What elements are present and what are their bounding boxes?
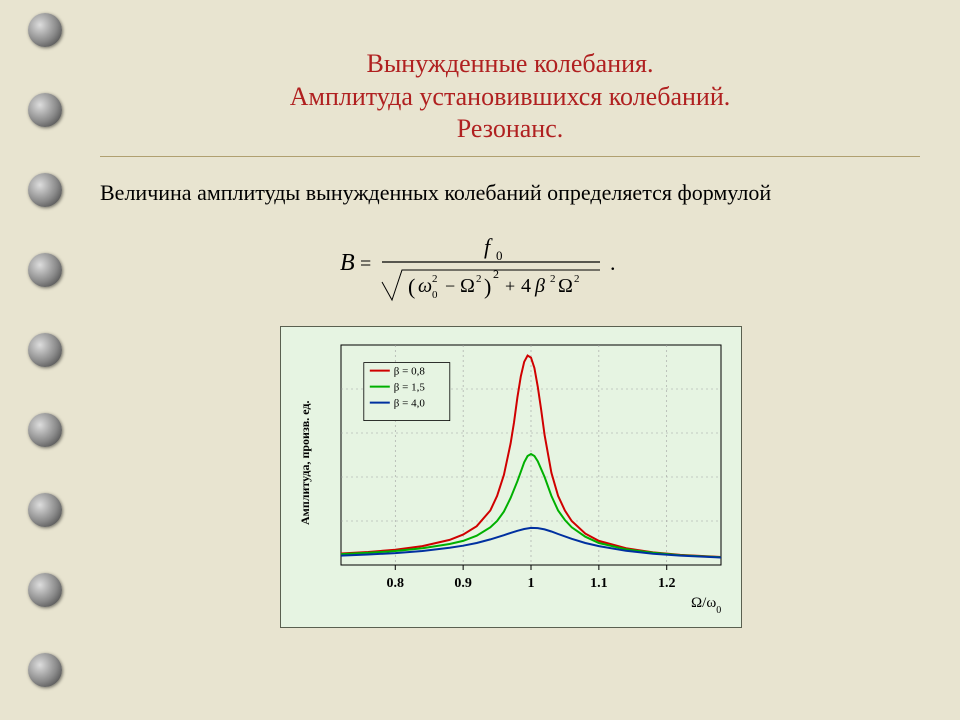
binder-ring — [28, 653, 62, 687]
legend-label: β = 1,5 — [394, 382, 426, 394]
divider — [100, 156, 920, 157]
formula-numerator: f — [484, 234, 493, 259]
formula-Omega1-sup: 2 — [476, 273, 482, 285]
x-tick-label: 1.2 — [658, 576, 676, 591]
ring-binder — [20, 0, 70, 720]
formula-minus: − — [445, 276, 455, 296]
formula-Omega1: Ω — [460, 275, 475, 297]
formula-beta-sup: 2 — [550, 273, 556, 285]
binder-ring — [28, 413, 62, 447]
binder-ring — [28, 173, 62, 207]
binder-ring — [28, 13, 62, 47]
binder-ring — [28, 573, 62, 607]
formula-omega: ω — [418, 275, 432, 297]
binder-ring — [28, 93, 62, 127]
formula-paren-sup: 2 — [493, 267, 499, 281]
x-axis-label: Ω/ω0 — [691, 595, 721, 616]
formula-omega-sub: 0 — [432, 289, 438, 301]
x-tick-label: 1 — [528, 576, 535, 591]
y-axis-label: Амплитуда, произв. ед. — [298, 401, 312, 526]
formula-period: . — [610, 250, 616, 275]
x-tick-label: 0.8 — [387, 576, 405, 591]
formula-Omega2: Ω — [558, 275, 573, 297]
formula-omega-sup: 2 — [432, 273, 438, 285]
page-title: Вынужденные колебания. Амплитуда установ… — [100, 48, 920, 146]
body-text: Величина амплитуды вынужденных колебаний… — [100, 180, 920, 206]
resonance-chart: 0.8 0.9 1 1.1 1.2 β = 0,8 β = 1,5 β = 4,0 Ω/ω0 Ам… — [280, 326, 742, 628]
formula-beta: β — [534, 275, 545, 297]
title-line-3: Резонанс. — [100, 113, 920, 146]
formula-numerator-sub: 0 — [496, 248, 503, 263]
formula-rparen: ) — [484, 274, 491, 299]
title-line-2: Амплитуда установившихся колебаний. — [100, 81, 920, 114]
legend-label: β = 4,0 — [394, 398, 426, 410]
binder-ring — [28, 493, 62, 527]
formula-eq: = — [360, 253, 371, 275]
formula-Omega2-sup: 2 — [574, 273, 580, 285]
legend-label: β = 0,8 — [394, 366, 426, 378]
title-line-1: Вынужденные колебания. — [100, 48, 920, 81]
formula-four: 4 — [521, 275, 531, 297]
x-tick-label: 1.1 — [590, 576, 608, 591]
formula-plus: + — [505, 276, 515, 296]
x-tick-label: 0.9 — [454, 576, 472, 591]
binder-ring — [28, 333, 62, 367]
formula-lhs: B — [340, 250, 355, 276]
formula-lparen: ( — [408, 274, 415, 299]
amplitude-formula: B = f 0 ( ω 0 2 − Ω 2 ) 2 + 4 β 2 Ω 2 . — [0, 220, 960, 315]
